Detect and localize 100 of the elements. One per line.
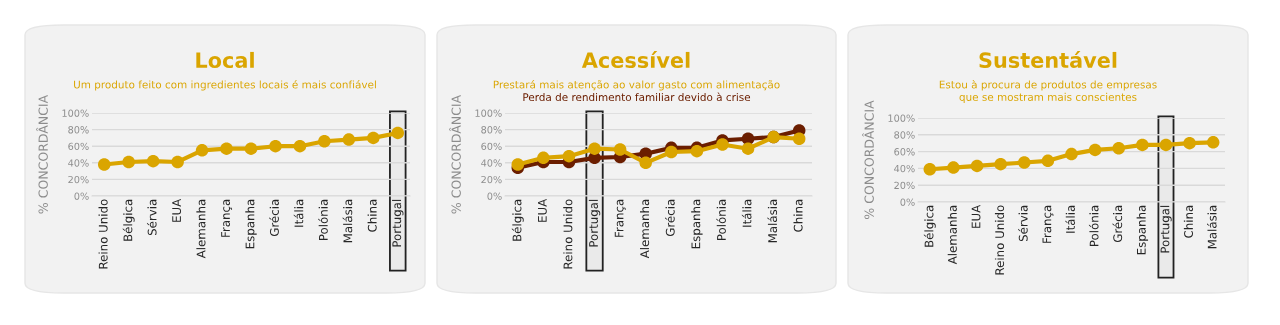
point (537, 151, 550, 165)
y-tick-label: 20% (68, 175, 89, 184)
y-tick-label: 0% (900, 198, 915, 206)
x-tick-label: Reino Unido (994, 205, 1005, 275)
x-tick-label: China (367, 199, 377, 232)
x-tick-label: Polónia (1088, 205, 1099, 247)
point (511, 158, 525, 171)
text: Prestará mais atenção ao valor gasto com alimentação (493, 80, 780, 91)
x-tick-label: França (614, 199, 626, 237)
point (947, 161, 960, 174)
y-tick-label: 80% (68, 126, 89, 134)
point (741, 142, 755, 155)
y-tick-label: 40% (894, 164, 915, 173)
point (1088, 143, 1102, 157)
x-tick-label: EUA (538, 198, 547, 222)
y-tick-label: 100% (888, 114, 915, 122)
y-tick-label: 0% (74, 192, 89, 200)
point (195, 144, 209, 157)
chart-subtitle: Estou à procura de produtos de empresas que se mostram mais conscientes (939, 80, 1157, 103)
x-tick-label: França (221, 199, 233, 237)
x-tick-label: China (1183, 205, 1193, 238)
x-tick-label: Bélgica (122, 199, 135, 241)
x-tick-label: França (1042, 205, 1054, 243)
point (1041, 154, 1055, 168)
point (1112, 141, 1125, 155)
point (318, 134, 331, 148)
point (1065, 147, 1078, 161)
x-tick-label: EUA (172, 198, 182, 222)
y-axis-title: % CONCORDÂNCIA (449, 94, 461, 214)
y-axis-title: % CONCORDÂNCIA (36, 94, 48, 214)
x-tick-label: Grécia (665, 199, 675, 237)
x-tick-label: Alemanha (196, 199, 206, 259)
x-tick-label: Sérvia (1018, 205, 1028, 242)
x-tick-label: Itália (293, 199, 304, 227)
chart-subtitle: Um produto feito com ingredientes locais é mais confiável (74, 80, 376, 91)
y-tick-label: 20% (894, 181, 915, 190)
y-tick-label: 80% (481, 126, 502, 134)
x-tick-label: Portugal (1160, 205, 1172, 253)
chart-title: Acessível (581, 51, 690, 69)
point (994, 157, 1007, 171)
x-tick-label: Malásia (342, 199, 353, 243)
point (171, 155, 184, 169)
x-tick-label: Alemanha (947, 205, 957, 265)
x-tick-label: Espanha (691, 199, 703, 249)
chart-title: Sustentável (979, 51, 1117, 69)
x-tick-label: Espanha (245, 199, 257, 249)
point (792, 132, 806, 145)
point (342, 133, 356, 146)
x-tick-label: Portugal (392, 199, 404, 247)
x-tick-label: Grécia (1112, 205, 1123, 243)
point (1183, 136, 1196, 150)
y-axis-title: % CONCORDÂNCIA (862, 100, 874, 219)
point (1018, 156, 1031, 169)
y-tick-label: 60% (481, 142, 502, 151)
point (562, 149, 576, 163)
x-tick-label: Reino Unido (98, 199, 108, 269)
y-tick-label: 20% (481, 175, 502, 184)
y-tick-label: 60% (68, 142, 89, 151)
x-tick-label: China (793, 199, 803, 232)
point (970, 159, 984, 173)
point (923, 162, 937, 176)
point (613, 143, 627, 156)
x-tick-label: Polónia (318, 199, 328, 241)
x-tick-label: Polónia (716, 199, 726, 241)
x-tick-label: Bélgica (923, 205, 936, 247)
x-tick-label: Alemanha (640, 199, 650, 259)
point (391, 126, 405, 140)
x-tick-label: Espanha (1136, 205, 1149, 255)
y-tick-label: 100% (62, 109, 89, 117)
x-tick-label: Sérvia (146, 199, 157, 236)
y-tick-label: 0% (487, 192, 502, 200)
point (293, 139, 307, 153)
y-tick-label: 40% (481, 159, 502, 167)
point (244, 142, 258, 155)
y-tick-label: 100% (475, 109, 502, 117)
y-tick-label: 40% (68, 159, 89, 167)
point (1159, 138, 1173, 152)
point (639, 156, 652, 170)
x-tick-label: Malásia (767, 199, 778, 243)
point (367, 131, 380, 145)
x-tick-label: Malásia (1207, 205, 1217, 249)
point (220, 142, 233, 155)
x-tick-label: EUA (971, 204, 981, 228)
point (97, 158, 111, 171)
point (1136, 138, 1149, 152)
x-tick-label: Reino Unido (563, 199, 573, 269)
point (588, 142, 601, 155)
x-tick-label: Itália (741, 199, 752, 227)
text: Perda de rendimento familiar devido à crise (523, 92, 751, 102)
point (1206, 136, 1220, 149)
point (665, 145, 678, 159)
point (122, 155, 135, 169)
y-tick-label: 60% (894, 148, 915, 156)
point (146, 154, 160, 168)
x-tick-label: Bélgica (511, 199, 524, 241)
x-tick-label: Itália (1065, 205, 1075, 233)
chart-title: Local (196, 51, 254, 69)
point (716, 138, 729, 151)
x-tick-label: Grécia (269, 199, 279, 237)
point (269, 139, 282, 153)
